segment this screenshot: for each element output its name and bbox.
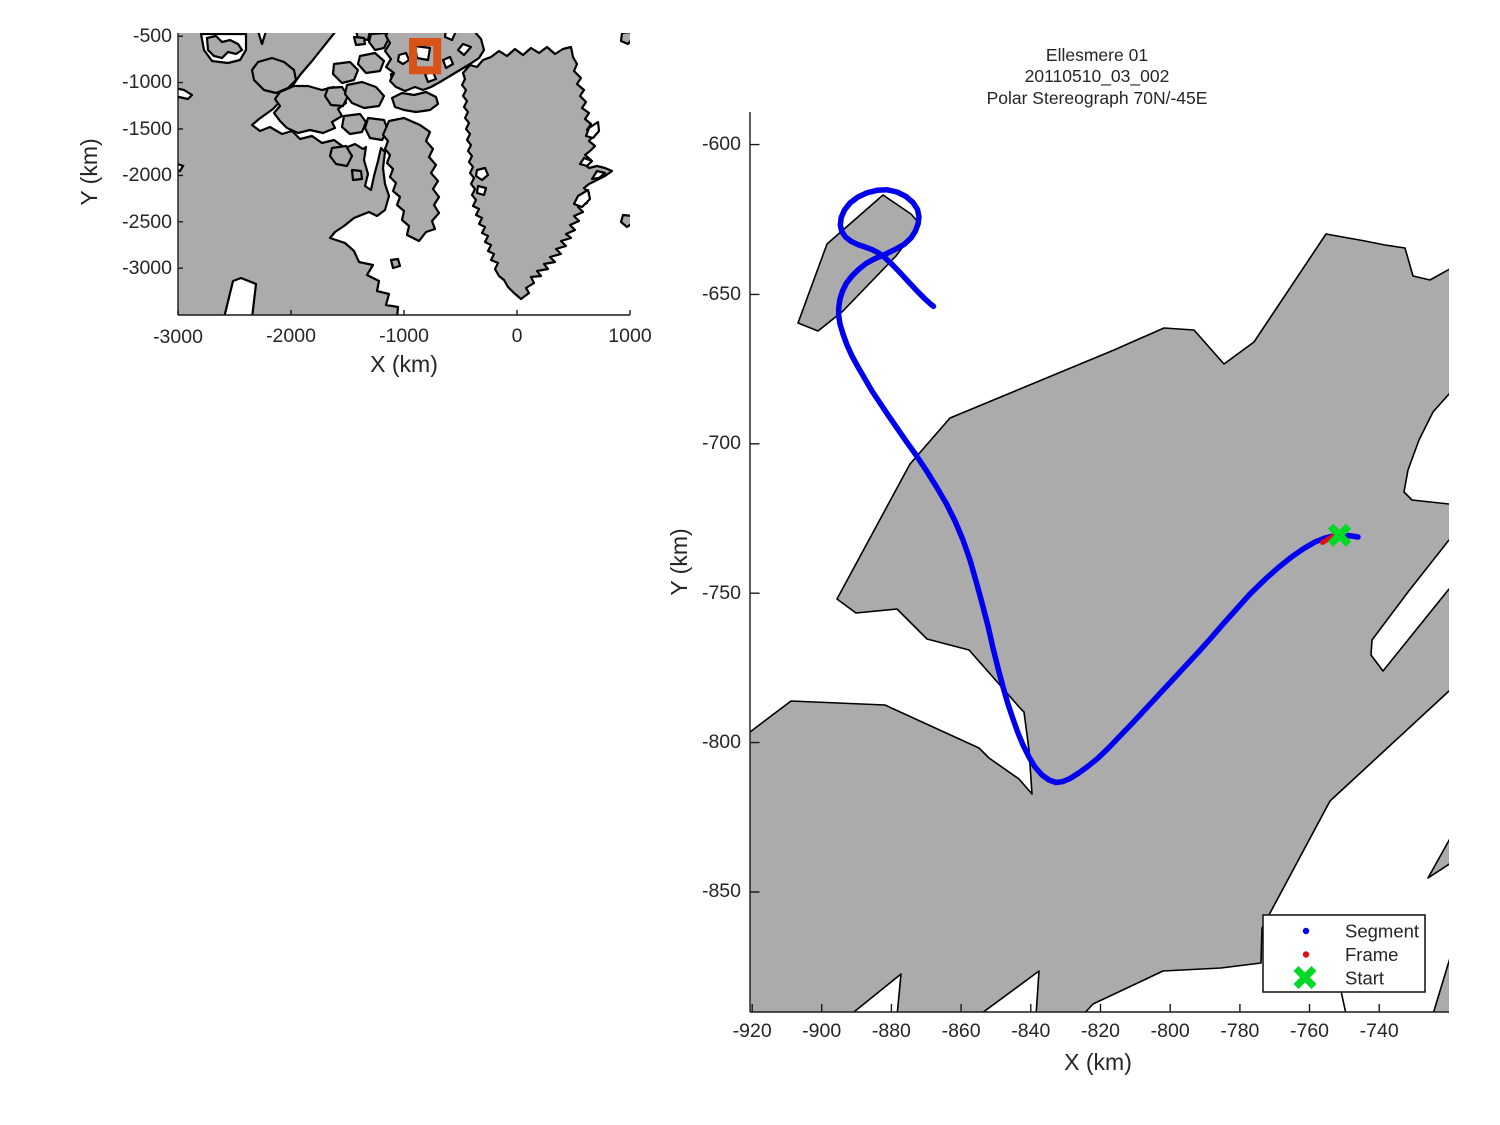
svg-text:-2000: -2000 [122,164,172,186]
svg-text:-2500: -2500 [122,211,172,233]
svg-text:-820: -820 [1081,1020,1120,1042]
svg-text:-1000: -1000 [122,71,172,93]
svg-text:-800: -800 [702,731,741,753]
svg-text:-3000: -3000 [153,326,203,348]
svg-text:-750: -750 [702,582,741,604]
svg-text:-760: -760 [1290,1020,1329,1042]
svg-text:-700: -700 [702,432,741,454]
svg-text:-800: -800 [1151,1020,1190,1042]
svg-text:-850: -850 [702,880,741,902]
svg-text:-880: -880 [872,1020,911,1042]
svg-text:-860: -860 [942,1020,981,1042]
svg-text:-500: -500 [133,25,172,47]
svg-text:Segment: Segment [1345,921,1419,942]
svg-text:0: 0 [512,325,523,347]
svg-text:-2000: -2000 [266,325,316,347]
svg-text:X (km): X (km) [370,351,438,377]
svg-text:1000: 1000 [608,325,652,347]
svg-text:Ellesmere 01: Ellesmere 01 [1046,45,1148,65]
svg-text:-1000: -1000 [379,325,429,347]
svg-text:Frame: Frame [1345,944,1398,965]
svg-text:20110510_03_002: 20110510_03_002 [1025,66,1170,87]
svg-text:Y (km): Y (km) [76,138,102,205]
svg-text:X (km): X (km) [1064,1049,1132,1075]
svg-text:-1500: -1500 [122,118,172,140]
svg-text:Polar Stereograph 70N/-45E: Polar Stereograph 70N/-45E [987,88,1208,108]
svg-text:-840: -840 [1011,1020,1050,1042]
svg-text:-920: -920 [733,1020,772,1042]
svg-text:Start: Start [1345,968,1384,989]
svg-text:-780: -780 [1220,1020,1259,1042]
svg-text:-740: -740 [1360,1020,1399,1042]
svg-text:-900: -900 [802,1020,841,1042]
svg-text:Y (km): Y (km) [666,528,692,595]
svg-text:-600: -600 [702,133,741,155]
svg-text:-3000: -3000 [122,257,172,279]
svg-text:-650: -650 [702,283,741,305]
